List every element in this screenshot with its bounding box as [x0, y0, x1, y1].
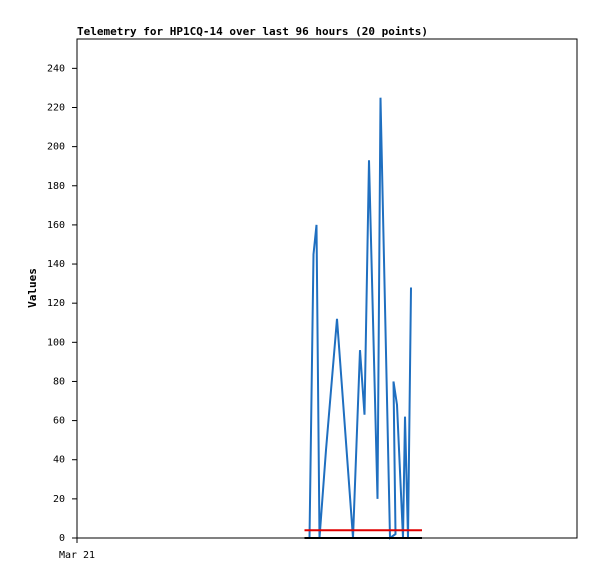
plot-area: 0 20 40 60 80 100 120 140 160 180 200 220 240 Mar 21	[47, 38, 578, 561]
y-tick-label-240: 240	[47, 63, 65, 74]
y-tick-label-140: 140	[47, 259, 65, 270]
y-tick-label-80: 80	[53, 376, 65, 387]
y-tick-label-200: 200	[47, 142, 65, 153]
y-tick-label-220: 220	[47, 102, 65, 113]
y-tick-label-20: 20	[53, 494, 65, 505]
y-tick-label-120: 120	[47, 298, 65, 309]
y-tick-label-160: 160	[47, 220, 65, 231]
chart-title: Telemetry for HP1CQ-14 over last 96 hour…	[77, 25, 428, 38]
y-tick-label-0: 0	[59, 533, 65, 544]
y-tick-label-60: 60	[53, 416, 65, 427]
y-axis-label: Values	[26, 268, 39, 308]
x-tick-label-0: Mar 21	[59, 550, 95, 561]
y-tick-label-40: 40	[53, 455, 65, 466]
y-tick-label-180: 180	[47, 181, 65, 192]
series-line-0	[308, 97, 412, 540]
y-tick-label-100: 100	[47, 337, 65, 348]
